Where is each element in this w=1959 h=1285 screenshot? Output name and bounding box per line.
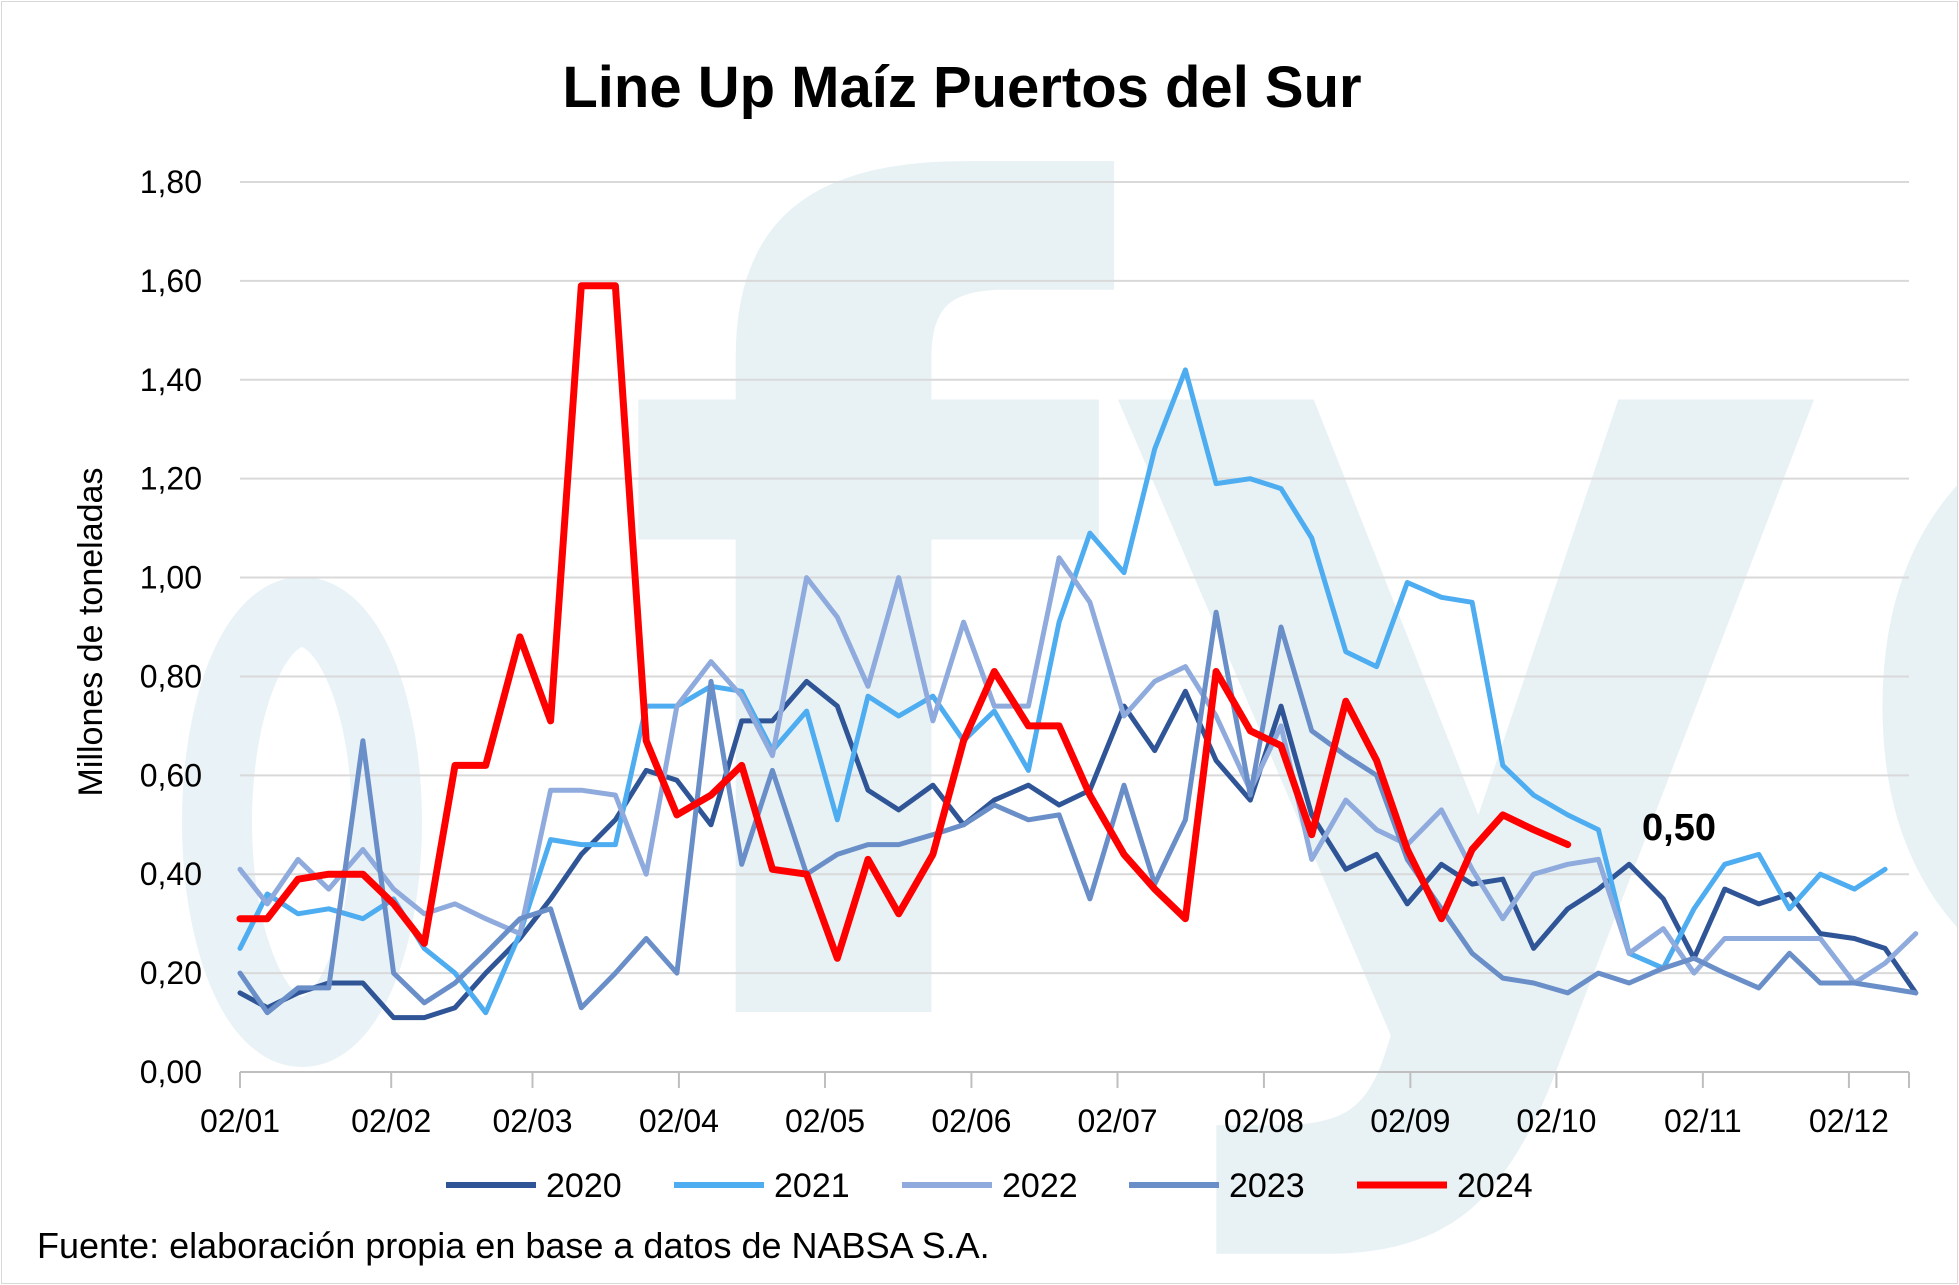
series-line-2022 [237,555,1919,986]
annotation-last-value: 0,50 [1642,807,1716,849]
series-line-2021 [237,367,1888,1016]
y-axis-ticks: 0,00 0,20 0,40 0,60 0,80 1,00 1,20 1,40 1,60 1,80 [140,164,202,1090]
x-tick-label: 02/11 [1664,1103,1742,1139]
x-tick-label: 02/06 [931,1103,1011,1139]
fyo-watermark-logo: fyo [182,2,1957,1277]
legend-label-2021: 2021 [774,1167,850,1205]
x-tick-label: 02/01 [200,1103,280,1139]
x-tick-label: 02/07 [1077,1103,1157,1139]
y-tick-label: 0,80 [140,658,202,694]
y-tick-label: 0,60 [140,757,202,793]
x-axis-ticks: 02/01 02/02 02/03 02/04 02/05 02/06 02/07 02/08… [200,1072,1910,1139]
legend-label-2023: 2023 [1229,1167,1305,1205]
x-tick-label: 02/03 [492,1103,572,1139]
y-tick-label: 1,00 [140,560,202,596]
x-tick-label: 02/12 [1809,1103,1889,1139]
y-axis-label: Millones de toneladas [72,468,110,797]
series-line-2023 [237,609,1919,1016]
y-tick-label: 1,20 [140,461,202,497]
legend-label-2020: 2020 [546,1167,622,1205]
y-tick-label: 0,20 [140,955,202,991]
x-tick-label: 02/09 [1370,1103,1450,1139]
source-note: Fuente: elaboración propia en base a dat… [37,1225,990,1266]
legend: 2020 2021 2022 2023 2024 [446,1167,1533,1205]
y-tick-label: 1,80 [140,164,202,200]
x-tick-label: 02/08 [1224,1103,1304,1139]
y-tick-label: 1,60 [140,263,202,299]
y-tick-label: 0,00 [140,1054,202,1090]
series-line-2024 [236,282,1572,962]
chart-title: Line Up Maíz Puertos del Sur [562,55,1361,120]
legend-label-2022: 2022 [1002,1167,1078,1205]
x-tick-label: 02/04 [639,1103,719,1139]
gridlines [240,181,1909,975]
y-tick-label: 0,40 [140,856,202,892]
series-lines [236,282,1919,1021]
y-tick-label: 1,40 [140,362,202,398]
x-tick-label: 02/05 [785,1103,865,1139]
legend-label-2024: 2024 [1457,1167,1533,1205]
x-tick-label: 02/10 [1516,1103,1596,1139]
x-tick-label: 02/02 [351,1103,431,1139]
